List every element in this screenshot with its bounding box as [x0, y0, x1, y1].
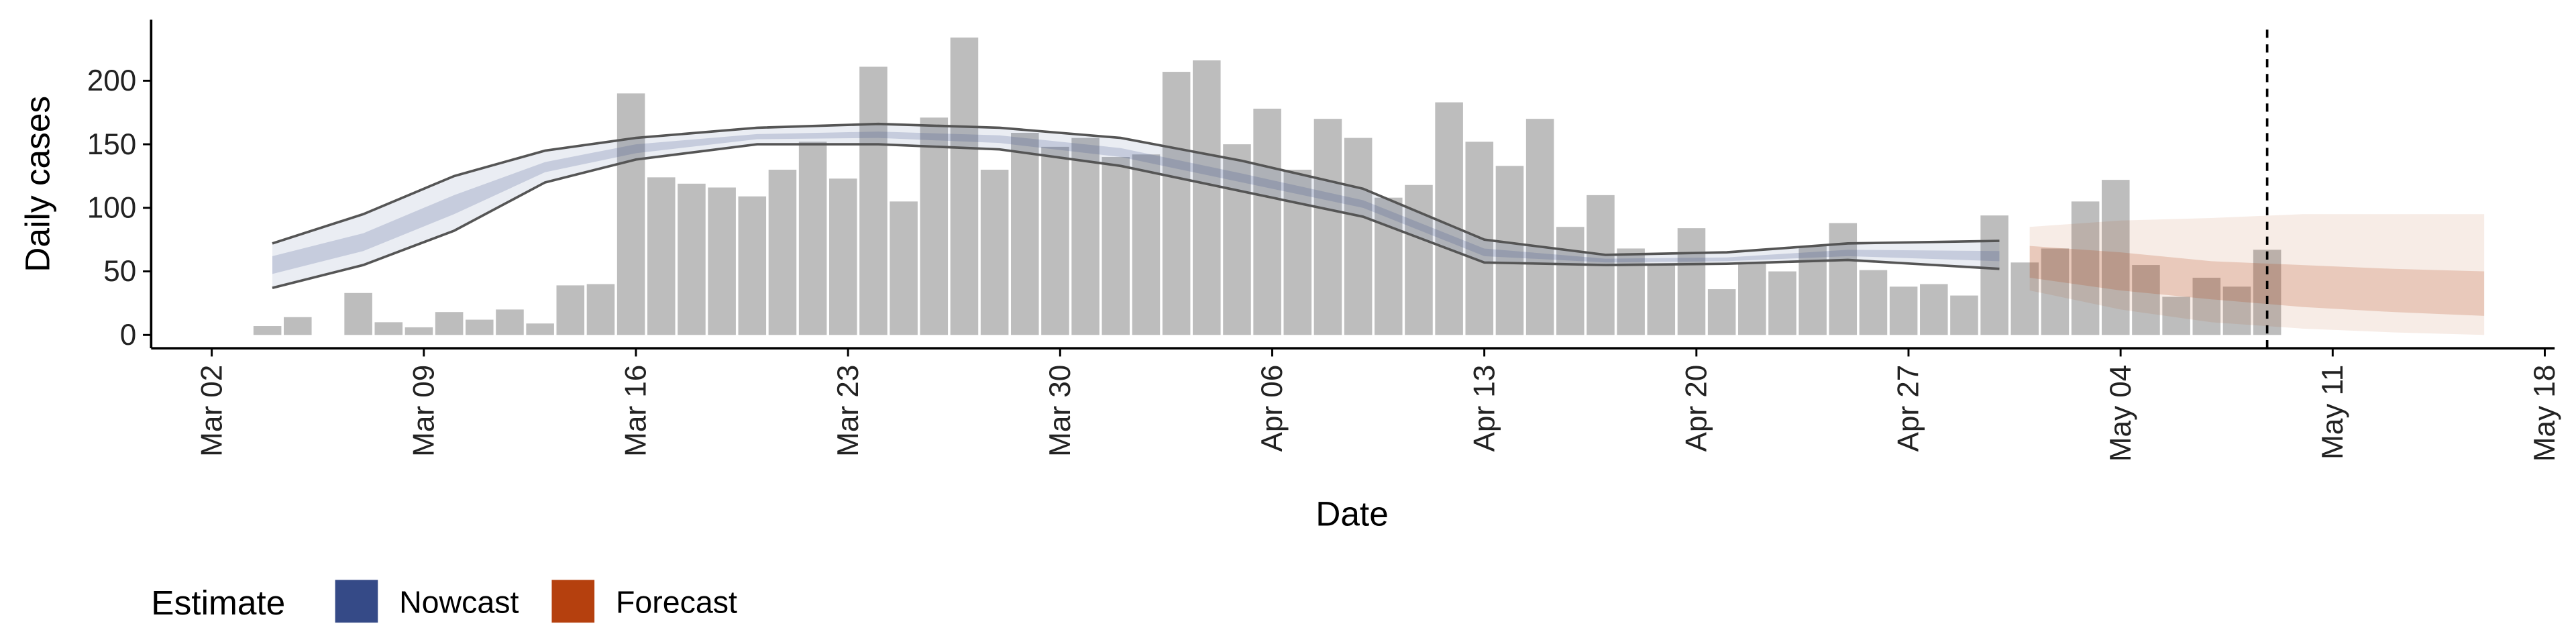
x-axis-title: Date: [1316, 494, 1389, 533]
x-tick-label: Mar 23: [832, 365, 865, 457]
bar: [1405, 184, 1433, 335]
bar: [344, 292, 372, 335]
bar: [798, 142, 827, 335]
bar: [859, 66, 888, 335]
bar: [1707, 289, 1736, 335]
bar: [253, 326, 282, 335]
bar: [526, 323, 554, 335]
bar: [1829, 223, 1858, 335]
bar: [1525, 119, 1554, 335]
bar: [466, 319, 494, 335]
bar: [950, 37, 979, 335]
bar: [2162, 297, 2190, 335]
bar: [1556, 227, 1585, 335]
bar: [1495, 166, 1524, 335]
band-outline: [272, 143, 2000, 289]
bar: [556, 285, 585, 335]
x-tick-label: May 04: [2104, 365, 2137, 462]
bar: [1132, 154, 1161, 335]
bar: [1283, 169, 1312, 335]
x-tick-label: May 11: [2316, 365, 2349, 460]
bar: [1011, 133, 1039, 335]
bar: [2071, 201, 2100, 335]
bar: [1102, 157, 1130, 335]
bar: [1617, 248, 1645, 335]
bar: [980, 169, 1009, 335]
bar: [284, 317, 312, 335]
bar: [2041, 248, 2070, 335]
bar: [1738, 262, 1766, 335]
x-tick-label: Mar 30: [1044, 365, 1077, 457]
bar: [1859, 270, 1888, 335]
bar: [1435, 102, 1463, 335]
bar: [1889, 286, 1918, 335]
x-tick-label: Mar 02: [195, 365, 228, 457]
bar: [1071, 138, 1099, 335]
bar: [647, 177, 676, 335]
bar: [1677, 228, 1706, 335]
bar: [1223, 144, 1251, 335]
bar: [405, 327, 433, 335]
legend-swatch: [551, 580, 595, 623]
bar: [829, 178, 857, 335]
legend-label: Nowcast: [399, 584, 519, 619]
legend-swatch: [335, 580, 378, 623]
bar: [920, 117, 949, 335]
bar: [2222, 286, 2251, 335]
x-tick-label: Apr 06: [1256, 365, 1289, 452]
bar: [1980, 215, 2008, 335]
legend-title: Estimate: [151, 583, 285, 622]
y-tick-label: 200: [87, 64, 137, 97]
bar: [374, 322, 403, 335]
bar: [1193, 60, 1221, 335]
bar: [1375, 197, 1403, 335]
bar: [1647, 265, 1676, 335]
y-tick-label: 50: [103, 255, 136, 288]
bar: [2010, 262, 2039, 335]
bar: [1162, 72, 1191, 335]
bar: [1253, 109, 1281, 335]
bar: [2102, 180, 2130, 335]
bar: [678, 183, 706, 335]
bar: [1920, 284, 1948, 335]
bar: [768, 169, 797, 335]
y-tick-label: 150: [87, 128, 137, 161]
bar: [435, 312, 464, 335]
bar: [1313, 119, 1342, 335]
band-outline: [272, 122, 2000, 256]
x-tick-label: Apr 20: [1680, 365, 1713, 452]
x-tick-label: Mar 16: [620, 365, 653, 457]
bar: [708, 187, 736, 335]
bar: [890, 201, 918, 335]
bar: [2192, 278, 2221, 335]
y-axis-title: Daily cases: [17, 96, 56, 272]
bar: [1344, 138, 1373, 335]
y-tick-label: 0: [120, 319, 137, 352]
x-tick-label: Apr 13: [1468, 365, 1501, 452]
band-90: [272, 123, 2000, 288]
x-tick-label: Apr 27: [1892, 365, 1925, 452]
bar: [2253, 250, 2282, 335]
x-tick-label: May 18: [2528, 365, 2561, 462]
band-90: [2029, 214, 2485, 335]
x-tick-label: Mar 09: [407, 365, 440, 457]
y-tick-label: 100: [87, 192, 137, 225]
legend-label: Forecast: [616, 584, 737, 619]
band-50: [2029, 246, 2485, 316]
bar: [496, 309, 524, 335]
band-50: [272, 131, 2000, 274]
bar: [586, 284, 615, 335]
bar: [616, 93, 645, 335]
bar: [738, 196, 767, 335]
bar: [2132, 265, 2160, 335]
bar: [1768, 271, 1796, 335]
bar: [1041, 146, 1069, 335]
bar: [1950, 295, 1978, 335]
